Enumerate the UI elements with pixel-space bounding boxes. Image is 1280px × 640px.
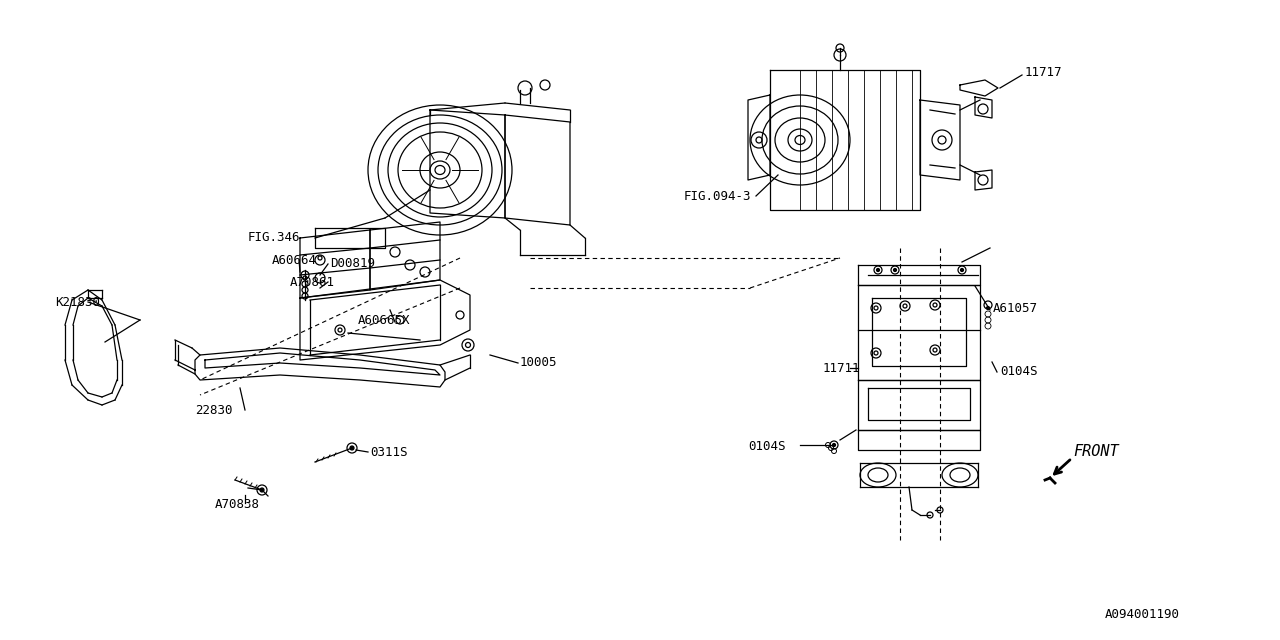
Text: FIG.346: FIG.346 [248, 230, 301, 243]
Text: A61057: A61057 [993, 301, 1038, 314]
Text: A60664: A60664 [273, 253, 317, 266]
Text: 11717: 11717 [1025, 65, 1062, 79]
Text: 0104S: 0104S [748, 440, 786, 452]
Circle shape [933, 303, 937, 307]
Circle shape [960, 269, 964, 271]
Circle shape [902, 304, 908, 308]
Text: FRONT: FRONT [1073, 445, 1119, 460]
Text: A70861: A70861 [291, 275, 335, 289]
Text: 22830: 22830 [195, 403, 233, 417]
Text: FIG.094-3: FIG.094-3 [684, 189, 751, 202]
Circle shape [874, 351, 878, 355]
Text: 0104S: 0104S [1000, 365, 1038, 378]
Circle shape [832, 444, 836, 447]
Circle shape [933, 348, 937, 352]
Text: K21830: K21830 [55, 296, 100, 308]
Circle shape [466, 342, 471, 348]
Circle shape [874, 306, 878, 310]
Text: 11711: 11711 [823, 362, 860, 374]
Text: D00819: D00819 [330, 257, 375, 269]
Circle shape [893, 269, 896, 271]
Circle shape [349, 446, 355, 450]
Circle shape [987, 307, 989, 310]
Text: 0311S: 0311S [370, 445, 407, 458]
Circle shape [260, 488, 264, 492]
Text: A70838: A70838 [215, 499, 260, 511]
Text: A094001190: A094001190 [1105, 609, 1180, 621]
Circle shape [317, 256, 323, 260]
Circle shape [338, 328, 342, 332]
Circle shape [877, 269, 879, 271]
Text: A60665X: A60665X [358, 314, 411, 326]
Text: 10005: 10005 [520, 355, 558, 369]
